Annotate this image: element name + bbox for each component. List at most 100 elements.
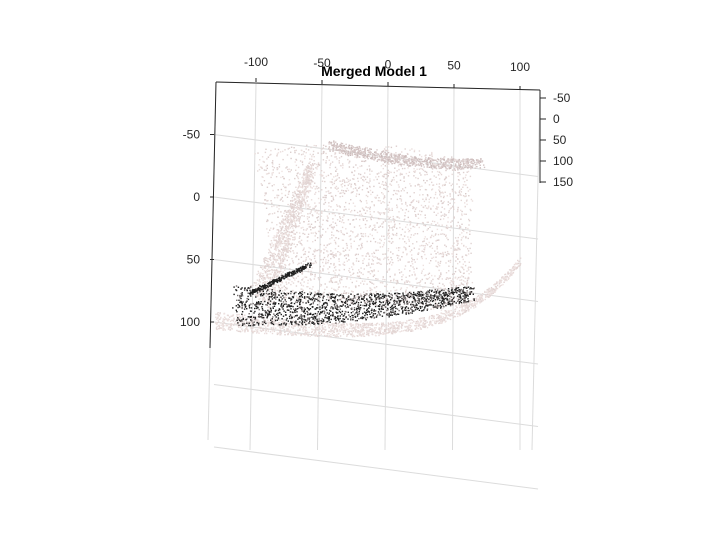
data-point	[444, 156, 445, 157]
data-point	[420, 280, 421, 281]
data-point	[307, 240, 308, 241]
data-point	[317, 298, 318, 299]
data-point	[420, 158, 421, 159]
data-point	[392, 208, 393, 209]
data-point	[386, 174, 387, 175]
data-point	[328, 254, 329, 255]
data-point	[317, 297, 318, 298]
data-point	[367, 147, 368, 148]
data-point	[476, 299, 477, 300]
data-point	[277, 272, 278, 273]
data-point	[275, 250, 276, 251]
data-point	[410, 285, 411, 286]
data-point	[388, 209, 389, 210]
data-point	[308, 234, 309, 235]
data-point	[402, 188, 403, 189]
data-point	[445, 312, 446, 313]
data-point	[385, 158, 386, 159]
data-point	[322, 224, 323, 225]
data-point	[301, 257, 302, 258]
data-point	[404, 215, 405, 216]
data-point	[377, 257, 378, 258]
data-point	[308, 178, 309, 179]
data-point	[293, 219, 294, 220]
data-point	[462, 268, 463, 269]
data-point	[475, 168, 476, 169]
data-point	[409, 183, 410, 184]
data-point	[456, 161, 457, 162]
data-point	[340, 278, 341, 279]
data-point	[371, 219, 372, 220]
data-point	[267, 258, 268, 259]
data-point	[270, 150, 271, 151]
data-point	[306, 229, 307, 230]
data-point	[424, 275, 425, 276]
data-point	[434, 250, 435, 251]
data-point	[405, 187, 406, 188]
data-point	[354, 206, 355, 207]
data-point	[354, 150, 355, 151]
data-point	[319, 255, 320, 256]
data-point	[266, 158, 267, 159]
data-point	[287, 217, 288, 218]
data-point	[432, 283, 433, 284]
data-point	[303, 153, 304, 154]
data-point	[390, 257, 391, 258]
data-point	[468, 224, 469, 225]
data-point	[337, 289, 338, 290]
data-point	[343, 286, 344, 287]
data-point	[266, 270, 267, 271]
data-point	[373, 186, 374, 187]
data-point	[296, 277, 297, 278]
data-point	[465, 166, 466, 167]
data-point	[292, 226, 293, 227]
data-point	[441, 229, 442, 230]
data-point	[323, 197, 324, 198]
data-point	[342, 167, 343, 168]
data-point	[277, 275, 278, 276]
data-point	[465, 246, 466, 247]
data-point	[339, 261, 340, 262]
data-point	[395, 160, 396, 161]
data-point	[299, 221, 300, 222]
data-point	[383, 160, 384, 161]
data-point	[298, 213, 299, 214]
data-point	[292, 197, 293, 198]
data-point	[467, 281, 468, 282]
data-point	[424, 247, 425, 248]
data-point	[268, 249, 269, 250]
data-point	[351, 291, 352, 292]
data-point	[326, 160, 327, 161]
data-point	[440, 261, 441, 262]
data-point	[398, 159, 399, 160]
data-point	[311, 172, 312, 173]
data-point	[468, 269, 469, 270]
data-point	[318, 198, 319, 199]
data-point	[303, 184, 304, 185]
data-point	[464, 181, 465, 182]
data-point	[407, 262, 408, 263]
data-point	[374, 227, 375, 228]
data-point	[398, 325, 399, 326]
data-point	[421, 165, 422, 166]
data-point	[350, 279, 351, 280]
data-point	[459, 172, 460, 173]
data-point	[307, 213, 308, 214]
data-point	[451, 284, 452, 285]
data-point	[465, 177, 466, 178]
data-point	[272, 302, 273, 303]
data-point	[318, 162, 319, 163]
data-point	[390, 282, 391, 283]
data-point	[288, 228, 289, 229]
data-point	[333, 176, 334, 177]
data-point	[359, 225, 360, 226]
data-point	[341, 143, 342, 144]
data-point	[431, 160, 432, 161]
data-point	[348, 287, 349, 288]
data-point	[343, 240, 344, 241]
data-point	[270, 245, 271, 246]
data-point	[378, 218, 379, 219]
data-point	[278, 256, 279, 257]
data-point	[419, 154, 420, 155]
data-point	[377, 232, 378, 233]
